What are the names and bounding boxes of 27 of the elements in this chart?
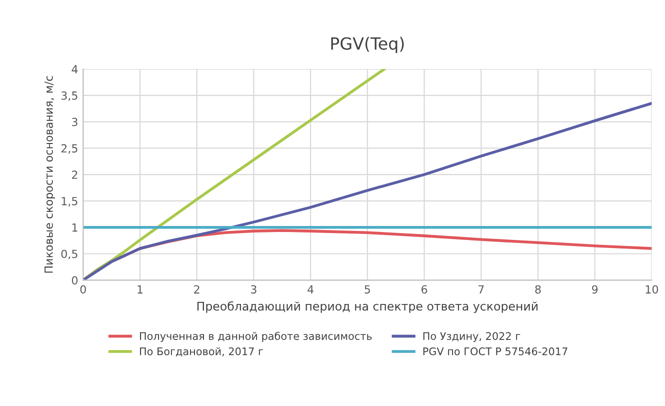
x-tick-label: 2 (194, 285, 200, 294)
legend-label: По Уздину, 2022 г (423, 332, 520, 342)
y-tick-label: 2,5 (61, 144, 78, 154)
x-tick-label: 10 (646, 285, 658, 294)
x-tick-label: 9 (592, 285, 598, 294)
y-tick-label: 2 (72, 170, 78, 179)
y-axis-title: Пиковые скорости основания, м/с (44, 76, 56, 273)
y-tick-label: 0 (72, 276, 78, 285)
x-tick-label: 4 (308, 285, 314, 294)
x-tick-label: 6 (422, 285, 428, 294)
x-tick-label: 1 (138, 285, 142, 294)
x-tick-label: 8 (535, 285, 541, 294)
y-tick-label: 1,5 (62, 197, 78, 206)
x-tick-label: 3 (251, 285, 256, 294)
y-tick-label: 4 (72, 65, 78, 74)
x-tick-label: 7 (478, 285, 484, 294)
y-tick-label: 3,5 (61, 91, 78, 101)
legend-label: Полученная в данной работе зависимость (140, 332, 372, 342)
y-tick-label: 3 (72, 118, 78, 126)
x-tick-label: 0 (80, 285, 86, 294)
chart-title: PGV(Teq) (331, 36, 404, 54)
x-axis-title: Преобладающий период на спектре ответа ускорений (197, 301, 538, 313)
x-tick-label: 5 (364, 285, 370, 294)
legend-label: По Богдановой, 2017 г (140, 347, 263, 357)
legend-label: PGV по ГОСТ Р 57546-2017 (423, 347, 568, 356)
y-tick-label: 1 (72, 223, 78, 232)
y-tick-label: 0,5 (61, 250, 78, 260)
